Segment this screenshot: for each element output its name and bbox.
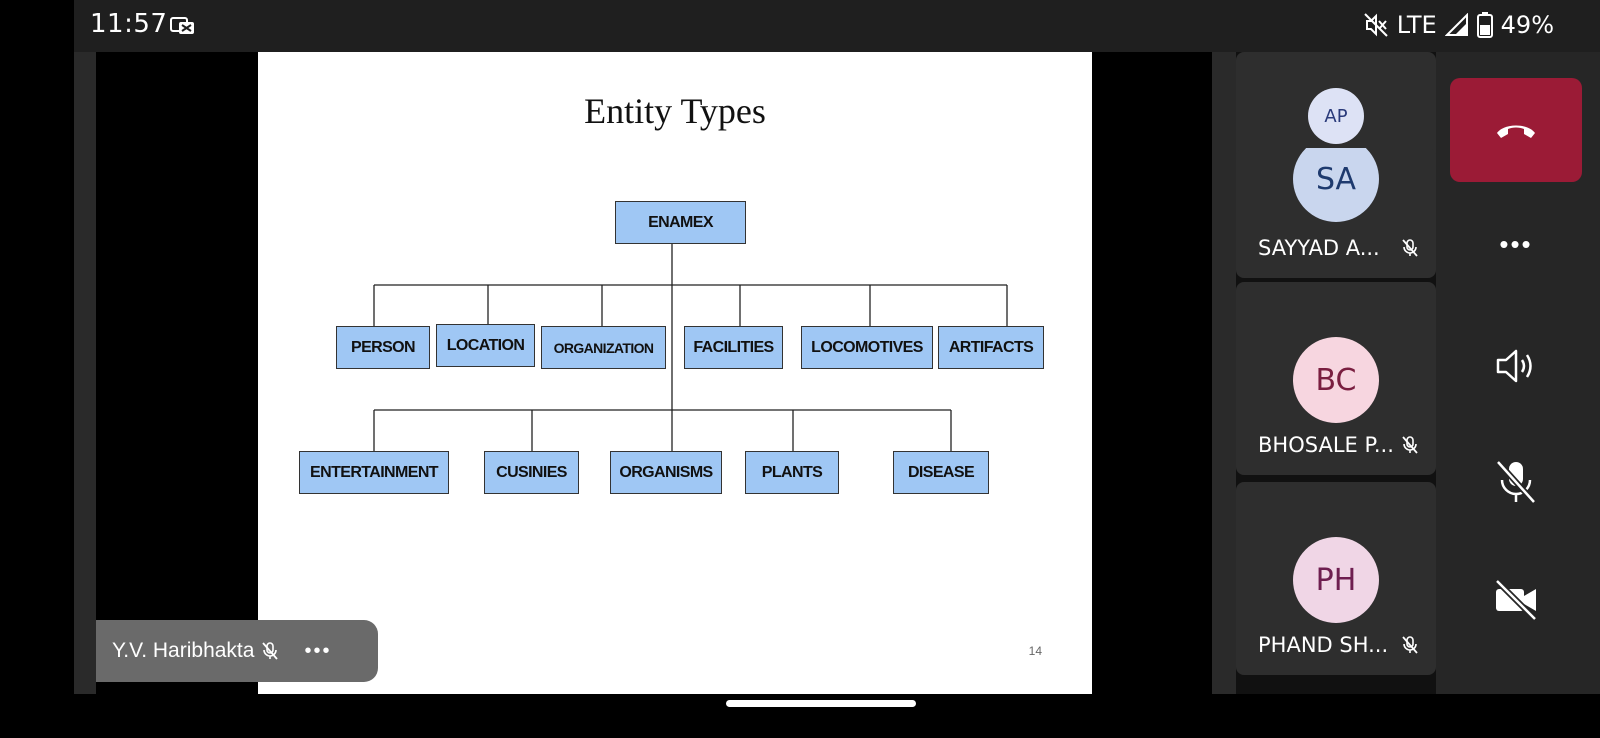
mic-off-icon <box>262 642 279 660</box>
slide-title: Entity Types <box>584 91 766 131</box>
entity-tree-connectors <box>373 244 1008 451</box>
battery-icon <box>1476 12 1493 38</box>
avatar: SA <box>1293 148 1379 222</box>
status-indicators: LTE 49% <box>1363 9 1554 41</box>
node-root: ENAMEX <box>615 201 746 244</box>
home-gesture-bar[interactable] <box>726 700 916 707</box>
mic-off-icon <box>1402 636 1418 654</box>
battery-level: 49% <box>1500 11 1554 39</box>
presentation-stage[interactable]: Entity Types <box>74 52 1236 694</box>
node-entertainment: ENTERTAINMENT <box>299 451 449 494</box>
call-controls: ••• <box>1436 52 1600 694</box>
node-locomotives: LOCOMOTIVES <box>801 326 933 369</box>
notification-icon <box>170 17 194 34</box>
camera-off-icon <box>1494 578 1538 622</box>
node-person: PERSON <box>336 326 430 369</box>
node-plants: PLANTS <box>745 451 839 494</box>
slide-page-number: 14 <box>1028 644 1042 658</box>
status-time: 11:57 <box>90 9 168 39</box>
avatar: PH <box>1293 537 1379 623</box>
presentation-viewport: Entity Types <box>96 52 1212 694</box>
participant-name: PHAND SH... <box>1258 633 1389 657</box>
node-disease: DISEASE <box>893 451 989 494</box>
node-artifacts: ARTIFACTS <box>938 326 1044 369</box>
mic-off-icon <box>1402 436 1418 454</box>
microphone-toggle-button[interactable] <box>1450 452 1582 512</box>
mute-icon <box>1364 13 1388 37</box>
network-type: LTE <box>1396 11 1437 39</box>
hang-up-icon <box>1497 125 1535 138</box>
node-cusinies: CUSINIES <box>484 451 579 494</box>
presenter-name-tag: Y.V. Haribhakta ••• <box>96 620 378 682</box>
presenter-more-button[interactable]: ••• <box>304 639 332 662</box>
mic-off-icon <box>1495 459 1537 505</box>
participant-tile[interactable]: SA SAYYAD A... <box>1236 148 1436 278</box>
mic-off-icon <box>1402 239 1418 257</box>
node-organisms: ORGANISMS <box>610 451 722 494</box>
participants-panel[interactable]: AP SA SAYYAD A... BC BHOSALE P... PH PHA… <box>1236 52 1436 694</box>
status-bar: 11:57 LTE 49% <box>74 0 1600 52</box>
participant-name: BHOSALE P... <box>1258 433 1394 457</box>
slide: Entity Types <box>258 52 1092 694</box>
camera-toggle-button[interactable] <box>1450 570 1582 630</box>
more-options-button[interactable]: ••• <box>1499 228 1533 259</box>
speaker-icon <box>1496 349 1532 383</box>
presenter-name: Y.V. Haribhakta <box>112 639 255 662</box>
signal-icon <box>1444 13 1468 36</box>
end-call-button[interactable] <box>1450 78 1582 182</box>
avatar: BC <box>1293 337 1379 423</box>
avatar: AP <box>1308 88 1364 144</box>
speaker-button[interactable] <box>1450 336 1582 396</box>
participant-name: SAYYAD A... <box>1258 236 1380 260</box>
node-facilities: FACILITIES <box>684 326 783 369</box>
node-location: LOCATION <box>436 324 535 367</box>
participant-tile[interactable]: PH PHAND SH... <box>1236 482 1436 675</box>
participant-tile[interactable]: BC BHOSALE P... <box>1236 282 1436 475</box>
node-organization: ORGANIZATION <box>541 326 666 369</box>
